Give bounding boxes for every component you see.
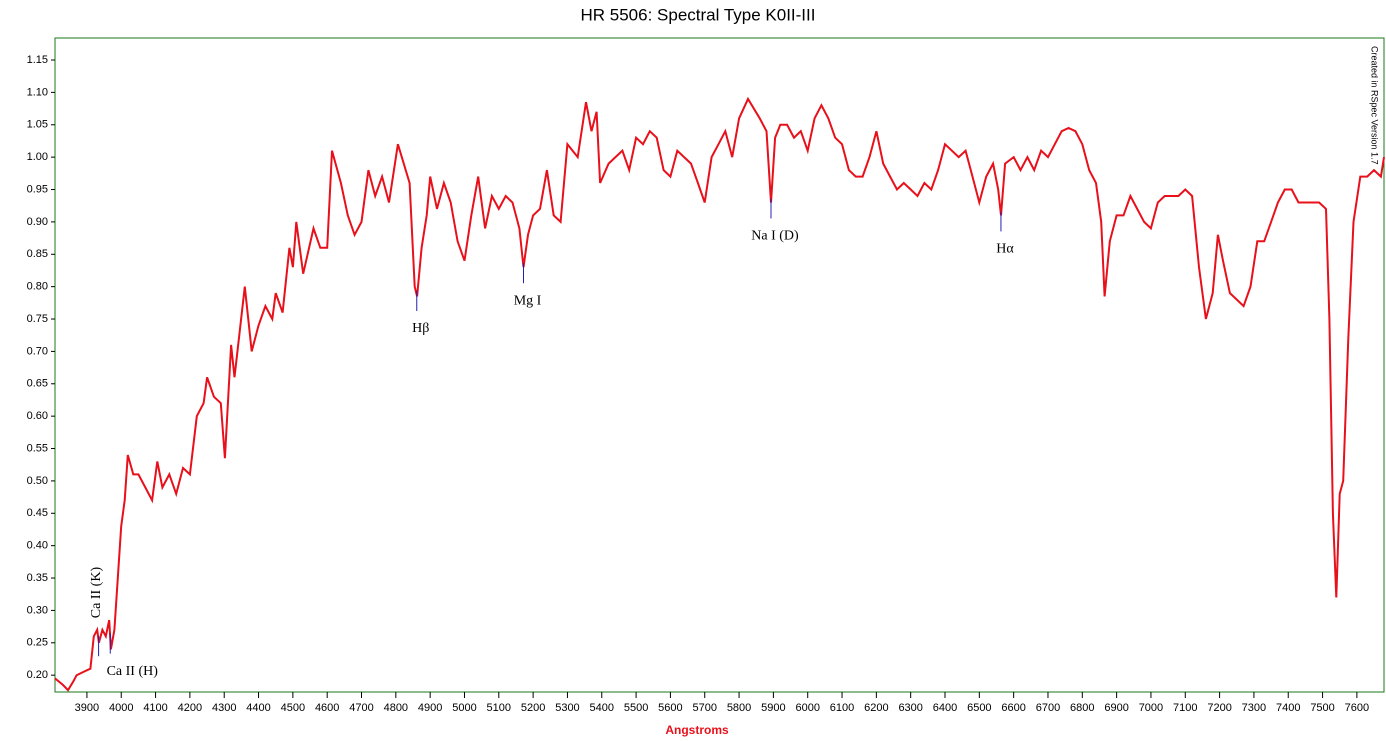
annotation: Ca II (H) [107, 664, 159, 679]
y-tick-label: 0.95 [27, 183, 48, 195]
x-tick-label: 4500 [281, 702, 305, 714]
x-tick-label: 5200 [521, 702, 545, 714]
x-tick-label: 7600 [1345, 702, 1369, 714]
x-tick-label: 7400 [1276, 702, 1300, 714]
x-tick-label: 5300 [555, 702, 579, 714]
x-tick-label: 7500 [1310, 702, 1334, 714]
x-tick-label: 5500 [624, 702, 648, 714]
y-tick-label: 0.35 [27, 572, 48, 584]
y-tick-label: 1.10 [27, 86, 48, 98]
plot-frame [54, 37, 1385, 693]
annotation: Mg I [514, 293, 542, 308]
x-tick-label: 4800 [384, 702, 408, 714]
y-tick-label: 0.55 [27, 442, 48, 454]
x-tick-label: 3900 [75, 702, 99, 714]
y-tick-label: 0.30 [27, 604, 48, 616]
x-tick-label: 4900 [418, 702, 442, 714]
x-tick-label: 6500 [967, 702, 991, 714]
y-tick-label: 0.20 [27, 669, 48, 681]
x-tick-label: 7000 [1139, 702, 1163, 714]
y-tick-label: 0.50 [27, 475, 48, 487]
x-tick-label: 4300 [212, 702, 236, 714]
y-tick-label: 0.65 [27, 378, 48, 390]
x-tick-label: 5800 [727, 702, 751, 714]
y-tick-label: 0.80 [27, 281, 48, 293]
x-tick-label: 7300 [1242, 702, 1266, 714]
x-tick-label: 5900 [761, 702, 785, 714]
x-tick-label: 6900 [1104, 702, 1128, 714]
spectrum-line [54, 96, 1385, 692]
x-tick-label: 4000 [109, 702, 133, 714]
x-tick-label: 5000 [452, 702, 476, 714]
y-tick-label: 0.85 [27, 248, 48, 260]
x-tick-label: 5400 [590, 702, 614, 714]
y-tick-label: 1.15 [27, 54, 48, 66]
y-tick-label: 1.05 [27, 119, 48, 131]
x-tick-label: 4100 [143, 702, 167, 714]
x-tick-label: 4200 [178, 702, 202, 714]
annotation: Na I (D) [751, 229, 799, 244]
x-tick-label: 7200 [1207, 702, 1231, 714]
x-tick-label: 6300 [898, 702, 922, 714]
y-tick-label: 0.40 [27, 540, 48, 552]
x-tick-label: 6100 [830, 702, 854, 714]
x-tick-label: 6000 [795, 702, 819, 714]
x-tick-label: 6700 [1036, 702, 1060, 714]
y-tick-label: 0.25 [27, 637, 48, 649]
y-tick-label: 0.90 [27, 216, 48, 228]
chart-title: HR 5506: Spectral Type K0II-III [581, 5, 816, 24]
x-tick-label: 5700 [692, 702, 716, 714]
x-tick-label: 6600 [1001, 702, 1025, 714]
x-tick-label: 6400 [933, 702, 957, 714]
y-tick-label: 0.70 [27, 345, 48, 357]
x-tick-label: 4600 [315, 702, 339, 714]
x-axis-label: Angstroms [665, 723, 729, 737]
y-tick-label: 0.75 [27, 313, 48, 325]
y-tick-label: 1.00 [27, 151, 48, 163]
x-tick-label: 6200 [864, 702, 888, 714]
x-tick-label: 4700 [349, 702, 373, 714]
x-tick-label: 5100 [487, 702, 511, 714]
y-tick-label: 0.60 [27, 410, 48, 422]
annotation: Hβ [412, 321, 429, 336]
annotation: Hα [996, 242, 1014, 257]
x-tick-label: 4400 [246, 702, 270, 714]
x-tick-label: 6800 [1070, 702, 1094, 714]
x-tick-label: 7100 [1173, 702, 1197, 714]
y-tick-label: 0.45 [27, 507, 48, 519]
x-tick-label: 5600 [658, 702, 682, 714]
credit: Created in RSpec Version 1.7 [1370, 46, 1380, 165]
annotation: Ca II (K) [89, 567, 104, 619]
